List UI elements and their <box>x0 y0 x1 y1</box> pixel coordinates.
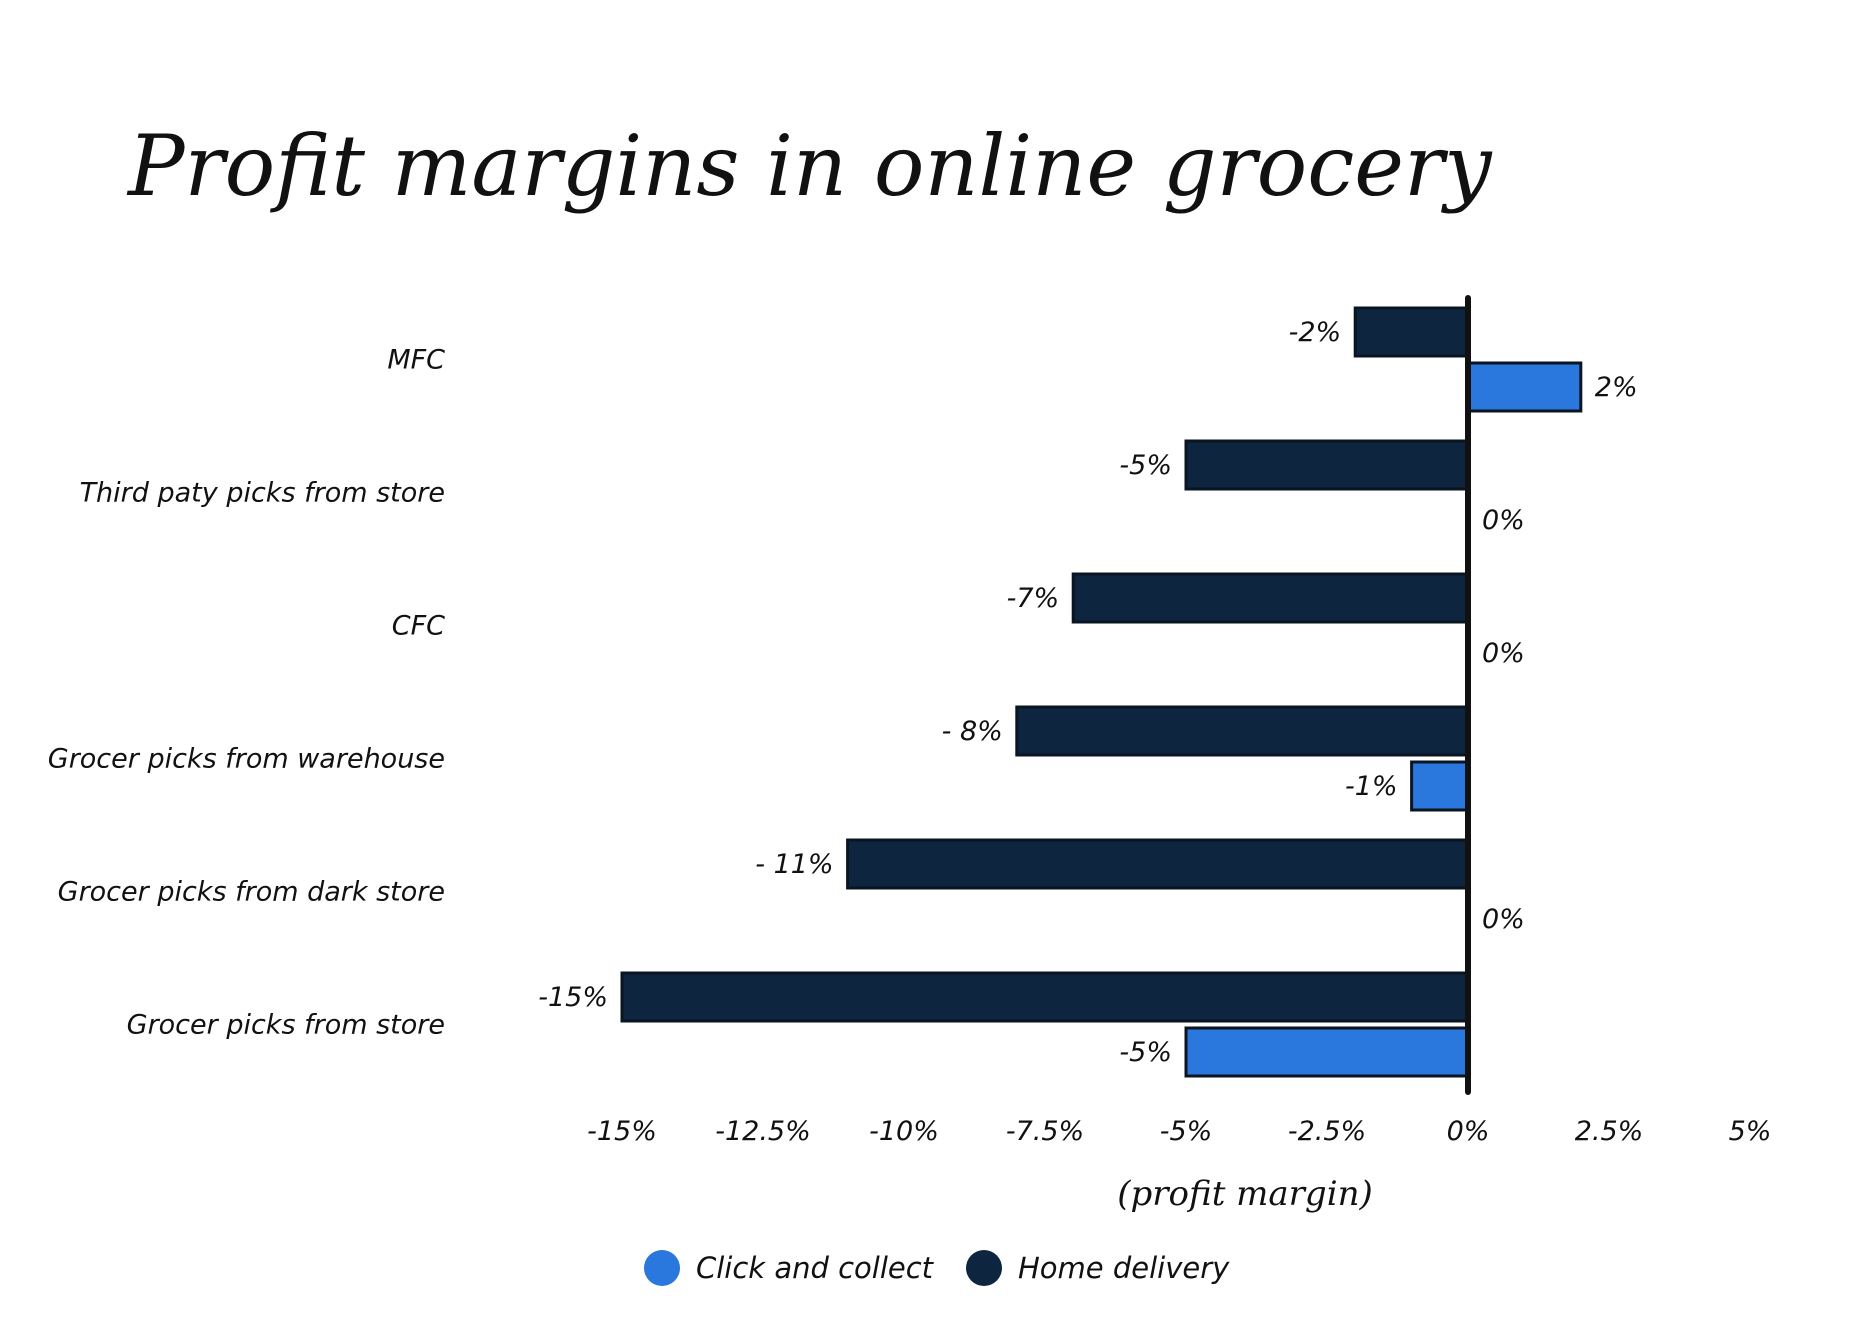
click-and-collect-bar <box>1466 361 1583 413</box>
click-and-collect-value-label: 0% <box>1482 505 1525 536</box>
bars <box>620 306 1583 1078</box>
legend-home-delivery-marker <box>966 1250 1002 1286</box>
home-delivery-value-label: -5% <box>1119 450 1172 481</box>
home-delivery-bar <box>1353 306 1470 358</box>
click-and-collect-bar <box>1184 1026 1470 1078</box>
home-delivery-value-label: -7% <box>1007 583 1060 614</box>
legend-click-and-collect-label: Click and collect <box>696 1251 935 1285</box>
legend: Click and collect Home delivery <box>644 1250 1230 1286</box>
x-tick-label: -12.5% <box>715 1116 811 1147</box>
category-label: CFC <box>392 611 445 642</box>
home-delivery-value-label: - 11% <box>755 849 833 880</box>
x-tick-labels: -15% -12.5% -10% -7.5% -5% -2.5% 0% 2.5% 5% <box>587 1116 1771 1147</box>
chart-title: Profit margins in online grocery <box>126 117 1493 215</box>
click-and-collect-value-label: -1% <box>1345 771 1398 802</box>
data-labels: -2% 2% -5% 0% -7% 0% - 8% -1% - 11% 0% -15% -5% <box>538 317 1637 1068</box>
click-and-collect-value-label: 0% <box>1482 904 1525 935</box>
legend-home-delivery-label: Home delivery <box>1018 1251 1230 1285</box>
home-delivery-value-label: -15% <box>538 982 608 1013</box>
x-tick-label: 5% <box>1729 1116 1772 1147</box>
x-tick-label: -10% <box>869 1116 939 1147</box>
x-axis-label: (profit margin) <box>1117 1174 1372 1214</box>
home-delivery-bar <box>620 971 1470 1023</box>
category-label: Grocer picks from warehouse <box>48 744 445 775</box>
x-tick-label: 0% <box>1447 1116 1490 1147</box>
click-and-collect-value-label: 0% <box>1482 638 1525 669</box>
click-and-collect-bar <box>1410 760 1470 812</box>
category-label: MFC <box>387 345 445 376</box>
category-label: Third paty picks from store <box>80 478 445 509</box>
x-tick-label: -5% <box>1160 1116 1213 1147</box>
x-tick-label: -15% <box>587 1116 657 1147</box>
category-labels: MFC Third paty picks from store CFC Grocer … <box>48 345 445 1041</box>
home-delivery-bar <box>1184 439 1470 491</box>
category-label: Grocer picks from dark store <box>58 877 445 908</box>
legend-click-and-collect-marker <box>644 1250 680 1286</box>
click-and-collect-value-label: -5% <box>1119 1037 1172 1068</box>
home-delivery-value-label: - 8% <box>942 716 1003 747</box>
home-delivery-bar <box>846 838 1470 890</box>
x-tick-label: -7.5% <box>1006 1116 1084 1147</box>
home-delivery-bar <box>1015 705 1470 757</box>
home-delivery-bar <box>1071 572 1470 624</box>
category-label: Grocer picks from store <box>127 1010 445 1041</box>
x-tick-label: 2.5% <box>1575 1116 1644 1147</box>
click-and-collect-value-label: 2% <box>1595 372 1638 403</box>
home-delivery-value-label: -2% <box>1289 317 1342 348</box>
x-tick-label: -2.5% <box>1288 1116 1366 1147</box>
